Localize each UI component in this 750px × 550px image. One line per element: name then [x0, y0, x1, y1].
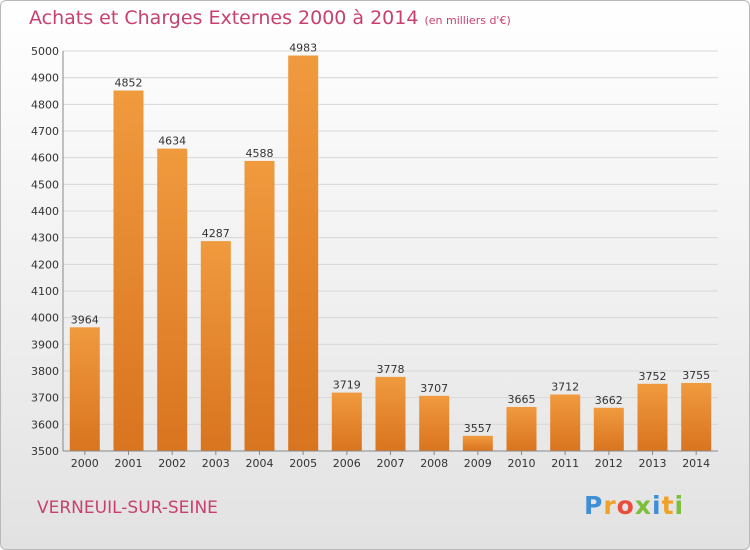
x-tick-label: 2002	[158, 457, 186, 470]
x-tick-label: 2004	[246, 457, 274, 470]
logo-letter: t	[661, 491, 675, 520]
value-label: 3662	[595, 394, 623, 407]
x-tick-label: 2009	[464, 457, 492, 470]
y-tick-label: 4700	[31, 125, 59, 138]
bar-2011	[550, 394, 581, 451]
y-tick-label: 3500	[31, 445, 59, 458]
x-tick-label: 2012	[595, 457, 623, 470]
value-label: 3712	[551, 381, 579, 394]
bar-2008	[419, 395, 450, 451]
proxiti-logo: Proxiti	[584, 491, 684, 520]
bar-2010	[506, 407, 537, 451]
bar-2014	[681, 383, 712, 451]
value-label: 4852	[115, 77, 143, 90]
value-label: 3557	[464, 422, 492, 435]
y-tick-label: 5000	[31, 45, 59, 58]
x-tick-label: 2000	[71, 457, 99, 470]
town-name: VERNEUIL-SUR-SEINE	[37, 498, 218, 518]
x-tick-label: 2013	[639, 457, 667, 470]
x-tick-label: 2005	[289, 457, 317, 470]
x-tick-label: 2014	[682, 457, 710, 470]
x-tick-label: 2003	[202, 457, 230, 470]
value-labels: 3964 4852 4634 4287 4588 4983 3719 3778 3707 3557…	[71, 42, 710, 435]
bar-2004	[244, 160, 275, 451]
axes: 3500 3600 3700 3800 3900 4000 4100 4200 4300 4400…	[31, 45, 718, 470]
value-label: 3707	[420, 382, 448, 395]
value-label: 3665	[508, 393, 536, 406]
value-label: 3719	[333, 379, 361, 392]
value-label: 3778	[377, 363, 405, 376]
x-tick-label: 2011	[551, 457, 579, 470]
y-tick-label: 4400	[31, 205, 59, 218]
bars	[69, 55, 712, 451]
logo-letter: P	[584, 491, 604, 520]
value-label: 4588	[246, 147, 274, 160]
bar-2005	[288, 55, 319, 451]
logo-letter: i	[652, 491, 662, 520]
y-tick-label: 4200	[31, 258, 59, 271]
bar-2002	[157, 148, 188, 451]
y-tick-label: 4500	[31, 178, 59, 191]
y-tick-label: 3700	[31, 392, 59, 405]
y-tick-label: 3800	[31, 365, 59, 378]
bar-2009	[462, 435, 493, 451]
chart-title: Achats et Charges Externes 2000 à 2014 (e…	[29, 7, 511, 29]
logo-letter: x	[634, 491, 652, 520]
y-tick-label: 4600	[31, 152, 59, 165]
bar-2012	[593, 407, 624, 451]
y-tick-label: 4800	[31, 98, 59, 111]
chart-title-text: Achats et Charges Externes 2000 à 2014	[29, 7, 419, 29]
y-tick-label: 4300	[31, 232, 59, 245]
x-tick-label: 2010	[508, 457, 536, 470]
bar-2001	[113, 90, 144, 451]
chart-unit: (en milliers d'€)	[424, 14, 511, 27]
bar-2007	[375, 376, 406, 451]
y-tick-label: 3600	[31, 418, 59, 431]
value-label: 3755	[682, 369, 710, 382]
y-tick-label: 4000	[31, 312, 59, 325]
x-tick-label: 2007	[377, 457, 405, 470]
logo-letter: i	[674, 491, 685, 520]
bar-2006	[331, 392, 362, 451]
y-tick-label: 4900	[31, 72, 59, 85]
bar-2000	[69, 327, 100, 451]
x-tick-label: 2001	[115, 457, 143, 470]
value-label: 4634	[158, 135, 186, 148]
value-label: 4983	[289, 42, 317, 55]
value-label: 3752	[639, 370, 667, 383]
bar-2013	[637, 383, 668, 451]
y-tick-label: 3900	[31, 338, 59, 351]
logo-letter: o	[616, 491, 635, 520]
x-tick-label: 2006	[333, 457, 361, 470]
bar-2003	[200, 241, 231, 451]
logo-letter: r	[603, 491, 617, 520]
y-tick-label: 4100	[31, 285, 59, 298]
value-label: 3964	[71, 313, 99, 326]
x-tick-label: 2008	[420, 457, 448, 470]
value-label: 4287	[202, 227, 230, 240]
